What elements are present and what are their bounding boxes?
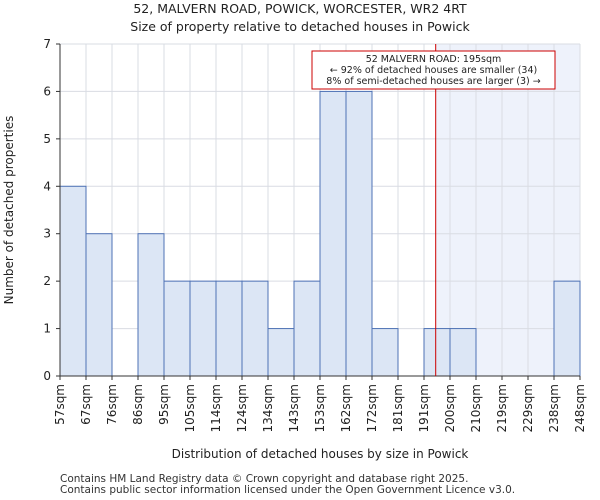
annotation-box [311, 50, 556, 90]
x-tick-label: 153sqm [313, 384, 327, 432]
bar [163, 280, 191, 377]
y-tick-label: 7 [43, 37, 51, 51]
y-tick-label: 5 [43, 132, 51, 146]
bar [267, 328, 295, 377]
x-tick-label: 219sqm [495, 384, 509, 432]
x-tick-label: 248sqm [573, 384, 587, 432]
bar [85, 233, 113, 377]
bar [423, 328, 451, 377]
x-axis-title: Distribution of detached houses by size … [172, 447, 469, 461]
y-tick-label: 1 [43, 322, 51, 336]
bar [241, 280, 269, 377]
bar [319, 90, 347, 377]
x-tick-label: 238sqm [547, 384, 561, 432]
bar [137, 233, 165, 377]
y-tick-label: 2 [43, 274, 51, 288]
x-tick-label: 191sqm [417, 384, 431, 432]
x-tick-label: 172sqm [365, 384, 379, 432]
x-tick-label: 162sqm [339, 384, 353, 432]
y-tick-label: 4 [43, 179, 51, 193]
x-tick-label: 114sqm [209, 384, 223, 432]
x-tick-label: 124sqm [235, 384, 249, 432]
bar [553, 280, 581, 377]
footer-copyright: Contains HM Land Registry data © Crown c… [60, 473, 469, 485]
y-tick-label: 0 [43, 369, 51, 383]
x-tick-label: 210sqm [469, 384, 483, 432]
x-tick-label: 95sqm [157, 384, 171, 425]
histogram-chart: 0 1 2 3 4 5 6 7 57sqm 67sqm 76sqm 86sqm 95sqm 105sqm 1… [2, 37, 587, 461]
y-axis-title: Number of detached properties [2, 116, 16, 305]
bar [293, 280, 321, 377]
annotation-line: 8% of semi-detached houses are larger (3… [326, 76, 540, 87]
x-tick-label: 200sqm [443, 384, 457, 432]
x-tick-label: 105sqm [183, 384, 197, 432]
bar [189, 280, 217, 377]
x-tick-label: 181sqm [391, 384, 405, 432]
bar [215, 280, 243, 377]
chart-title-address: 52, MALVERN ROAD, POWICK, WORCESTER, WR2… [133, 1, 467, 16]
annotation-line: ← 92% of detached houses are smaller (34… [330, 65, 537, 76]
chart-title: Size of property relative to detached ho… [130, 19, 470, 34]
x-tick-label: 57sqm [53, 384, 67, 425]
bar [345, 90, 373, 377]
annotation-line: 52 MALVERN ROAD: 195sqm [366, 54, 502, 65]
footer-licence: Contains public sector information licen… [60, 484, 516, 496]
x-tick-label: 134sqm [261, 384, 275, 432]
x-tick-label: 67sqm [79, 384, 93, 425]
x-tick-label: 143sqm [287, 384, 301, 432]
x-tick-label: 229sqm [521, 384, 535, 432]
bar [371, 328, 399, 377]
bar [449, 328, 477, 377]
x-tick-label: 86sqm [131, 384, 145, 425]
y-tick-label: 6 [43, 84, 51, 98]
bar [59, 185, 87, 377]
x-tick-label: 76sqm [105, 384, 119, 425]
y-tick-label: 3 [43, 227, 51, 241]
